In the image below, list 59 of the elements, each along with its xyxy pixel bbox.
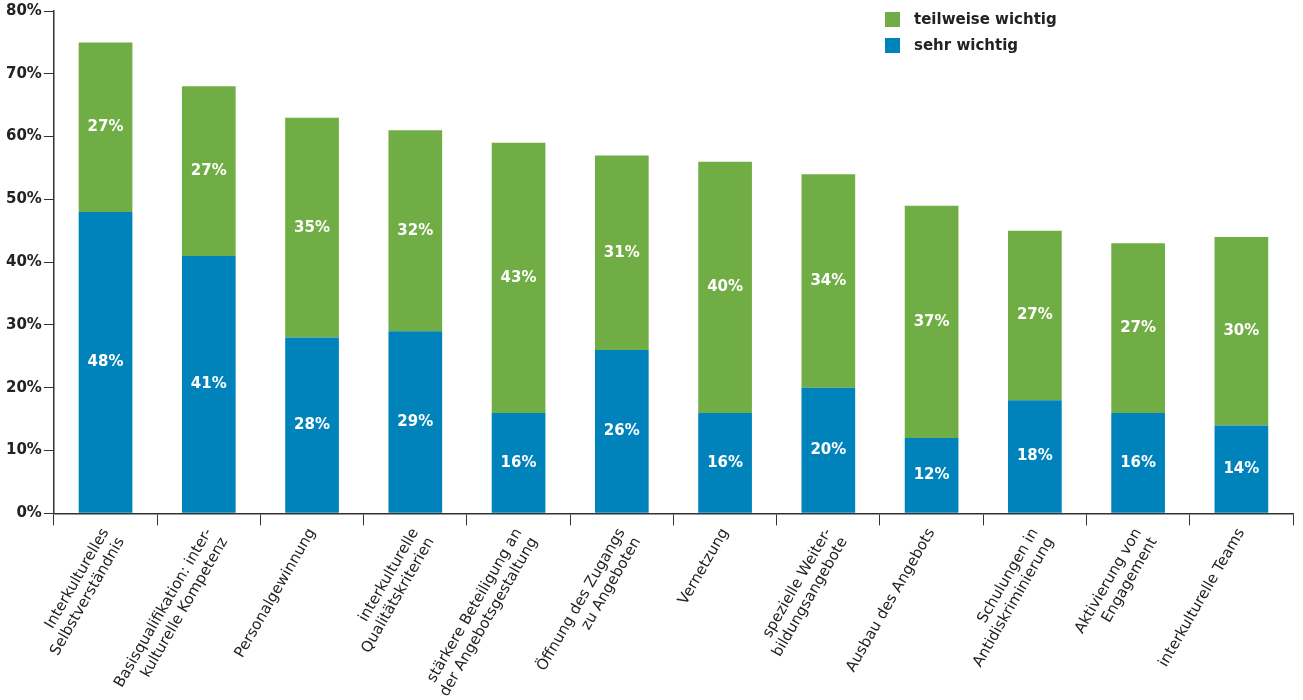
y-tick-label: 60% [6, 126, 42, 145]
y-tick-label: 20% [6, 377, 42, 396]
y-tick-label: 10% [6, 440, 42, 459]
bar [285, 337, 339, 513]
data-label: 37% [913, 311, 950, 330]
bar [181, 255, 236, 513]
bar [491, 412, 546, 513]
y-tick-label: 70% [6, 63, 42, 82]
bar [1111, 243, 1165, 413]
bar [78, 211, 133, 513]
bar [801, 387, 856, 513]
bar [698, 412, 752, 513]
y-tick-label: 30% [6, 314, 42, 333]
bar [285, 117, 339, 338]
data-label: 16% [707, 452, 744, 471]
data-label: 40% [707, 277, 744, 296]
bar [78, 42, 133, 212]
bar [801, 174, 856, 388]
data-label: 18% [1016, 446, 1053, 465]
data-label: 27% [1016, 305, 1053, 324]
bar [388, 331, 443, 513]
bar [594, 350, 649, 513]
bar [1008, 230, 1062, 401]
bar [491, 142, 546, 413]
data-label: 27% [1120, 318, 1157, 337]
bar [1214, 237, 1269, 426]
data-label: 31% [603, 242, 640, 261]
data-label: 26% [603, 421, 640, 440]
y-tick-label: 50% [6, 189, 42, 208]
bar [388, 130, 443, 332]
legend-label: teilweise wichtig [914, 10, 1057, 28]
bar [904, 438, 959, 513]
bar [1214, 425, 1269, 513]
data-label: 29% [397, 411, 434, 430]
data-label: 12% [913, 465, 950, 484]
y-tick-label: 40% [6, 252, 42, 271]
data-label: 35% [294, 217, 330, 236]
data-label: 32% [397, 220, 434, 239]
bar [1008, 400, 1062, 513]
data-label: 27% [87, 117, 124, 136]
bar [1111, 412, 1165, 513]
data-label: 14% [1223, 459, 1260, 478]
data-label: 16% [500, 452, 537, 471]
data-label: 34% [810, 270, 847, 289]
y-tick-label: 80% [6, 0, 42, 19]
y-tick-label: 0% [16, 503, 42, 522]
legend-label: sehr wichtig [914, 36, 1019, 54]
data-label: 28% [294, 415, 330, 434]
data-label: 30% [1223, 321, 1260, 340]
bar [904, 205, 959, 439]
data-label: 27% [190, 161, 227, 180]
data-label: 16% [1120, 452, 1157, 471]
data-label: 43% [500, 267, 537, 286]
bar [698, 161, 752, 413]
data-label: 20% [810, 440, 847, 459]
data-label: 48% [87, 352, 124, 371]
bar [181, 86, 236, 256]
data-label: 41% [190, 374, 227, 393]
bar [594, 155, 649, 351]
